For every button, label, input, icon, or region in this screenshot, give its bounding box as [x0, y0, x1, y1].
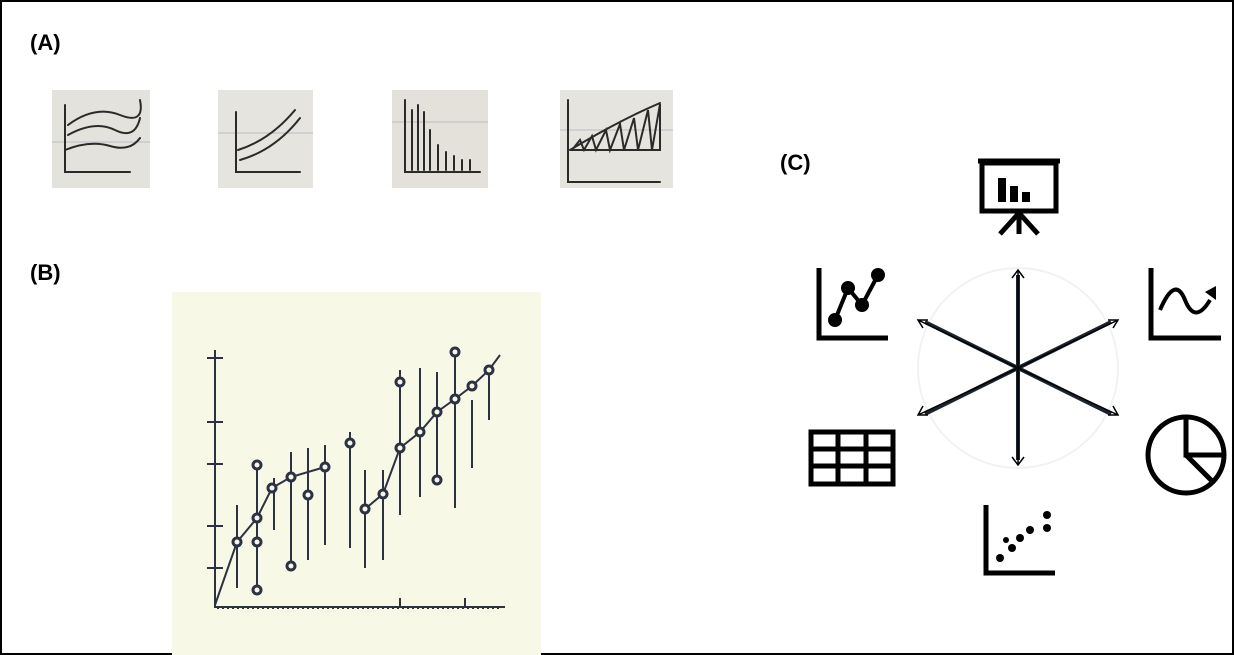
panel-label: (B)	[30, 260, 61, 285]
chart-illustration	[172, 292, 541, 655]
panel-label: (C)	[780, 150, 811, 175]
chart-type-wheel	[808, 158, 1227, 576]
sketches	[52, 90, 673, 188]
panel-label: (A)	[30, 30, 61, 55]
